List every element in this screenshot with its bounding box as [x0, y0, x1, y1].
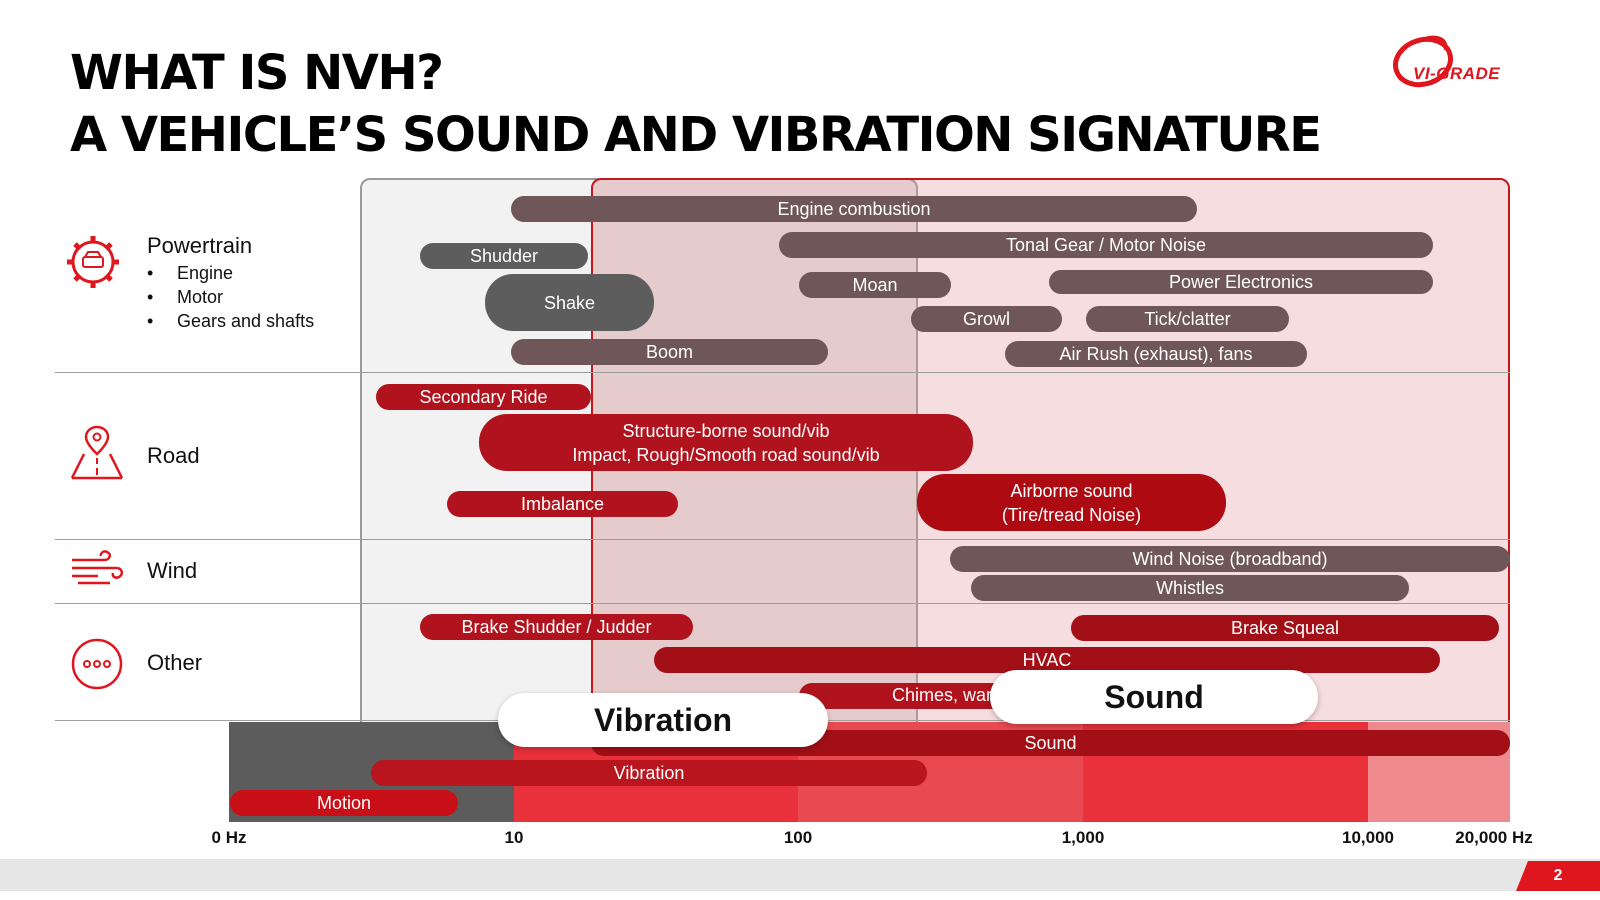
- logo-text: VI-GRADE: [1413, 64, 1501, 83]
- tick-10: 10: [504, 828, 524, 847]
- bar-engine-combustion: Engine combustion: [511, 196, 1197, 222]
- powertrain-items: Engine Motor Gears and shafts: [147, 261, 314, 333]
- bar-growl: Growl: [911, 306, 1062, 332]
- bar-shudder: Shudder: [420, 243, 588, 269]
- category-powertrain: Powertrain: [147, 233, 253, 258]
- gear-car-icon: [67, 236, 119, 288]
- page-number: 2: [1516, 861, 1600, 891]
- more-dots-icon: [71, 638, 123, 690]
- divider-road-wind: [55, 539, 1510, 540]
- bar-whistles: Whistles: [971, 575, 1409, 601]
- bar-imbalance: Imbalance: [447, 491, 678, 517]
- bar-tonal-gear: Tonal Gear / Motor Noise: [779, 232, 1433, 258]
- bar-wind-noise: Wind Noise (broadband): [950, 546, 1510, 572]
- powertrain-item-engine: Engine: [147, 261, 314, 285]
- category-other: Other: [147, 650, 203, 675]
- bar-hvac: HVAC: [654, 647, 1440, 673]
- airborne-line-1: Airborne sound: [1010, 480, 1133, 501]
- divider-powertrain-road: [55, 372, 1510, 373]
- bar-airborne-sound: Airborne sound (Tire/tread Noise): [917, 474, 1226, 531]
- road-pin-icon: [70, 425, 124, 480]
- bar-shake: Shake: [485, 274, 654, 331]
- bar-structure-borne: Structure-borne sound/vib Impact, Rough/…: [479, 414, 973, 471]
- bar-brake-shudder: Brake Shudder / Judder: [420, 614, 693, 640]
- bar-power-electronics: Power Electronics: [1049, 270, 1433, 294]
- powertrain-item-gears: Gears and shafts: [147, 309, 314, 333]
- bar-moan: Moan: [799, 272, 951, 298]
- page-title: WHAT IS NVH? A VEHICLE’S SOUND AND VIBRA…: [70, 42, 1322, 166]
- tick-100: 100: [783, 828, 813, 847]
- sound-zone-label: Sound: [990, 670, 1318, 724]
- tick-1000: 1,000: [1061, 828, 1105, 847]
- powertrain-item-motor: Motor: [147, 285, 314, 309]
- vi-grade-logo: [1393, 35, 1453, 88]
- title-line-2: A VEHICLE’S SOUND AND VIBRATION SIGNATUR…: [70, 107, 1322, 163]
- structure-borne-line-2: Impact, Rough/Smooth road sound/vib: [572, 444, 880, 465]
- bar-vibration: Vibration: [371, 760, 927, 786]
- structure-borne-line-1: Structure-borne sound/vib: [622, 420, 830, 441]
- bar-tick-clatter: Tick/clatter: [1086, 306, 1289, 332]
- category-wind: Wind: [147, 558, 198, 583]
- bar-air-rush: Air Rush (exhaust), fans: [1005, 341, 1307, 367]
- vibration-zone-label: Vibration: [498, 693, 828, 747]
- bar-secondary-ride: Secondary Ride: [376, 384, 591, 410]
- divider-wind-other: [55, 603, 1510, 604]
- footer-bar: [0, 859, 1600, 891]
- tick-10000: 10,000: [1342, 828, 1394, 847]
- tick-20000hz: 20,000 Hz: [1455, 828, 1533, 847]
- category-road: Road: [147, 443, 200, 468]
- wind-icon: [72, 550, 124, 585]
- bar-brake-squeal: Brake Squeal: [1071, 615, 1499, 641]
- bar-motion: Motion: [230, 790, 458, 816]
- bar-boom: Boom: [511, 339, 828, 365]
- airborne-line-2: (Tire/tread Noise): [1001, 504, 1142, 525]
- title-line-1: WHAT IS NVH?: [70, 45, 444, 101]
- tick-0hz: 0 Hz: [211, 828, 247, 847]
